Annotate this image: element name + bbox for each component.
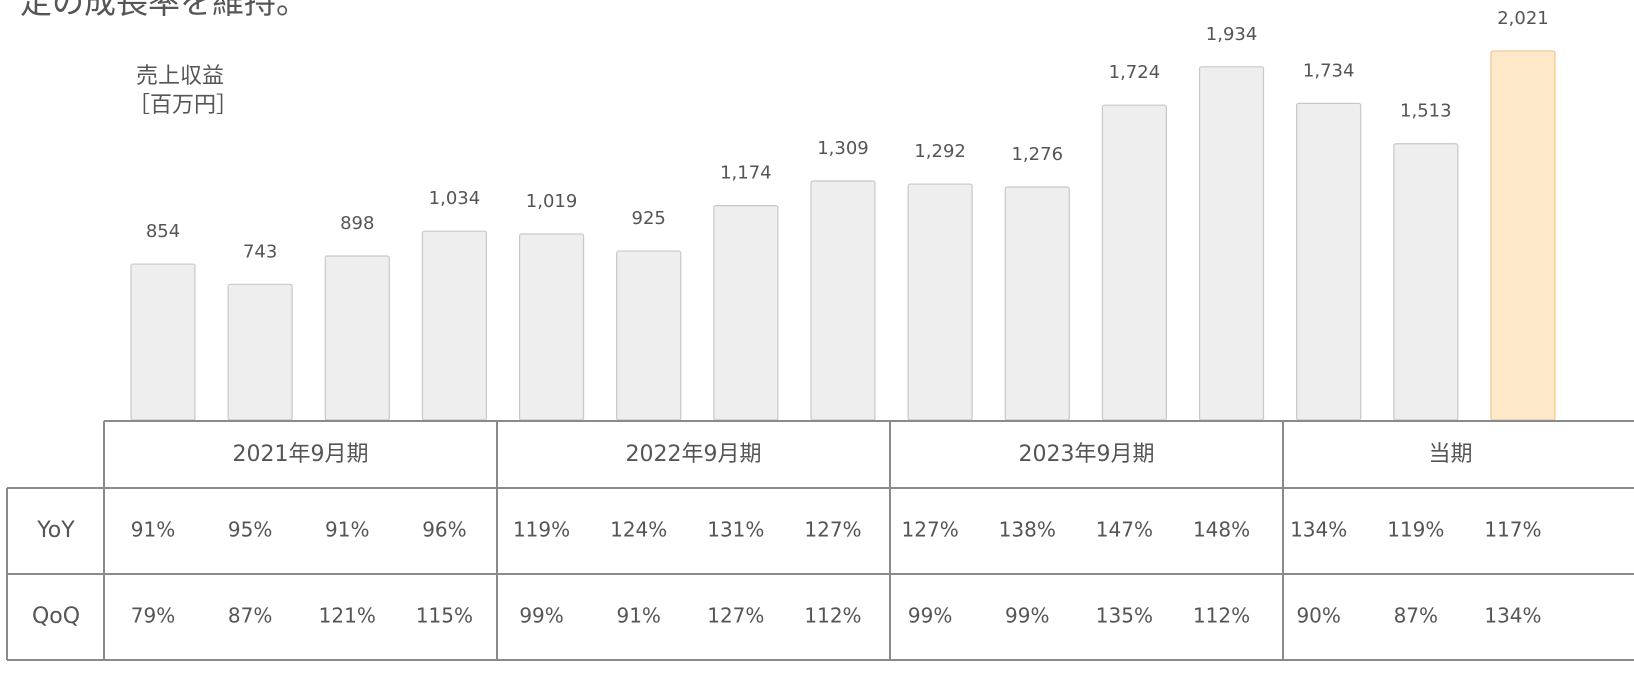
- value-label: 743: [243, 241, 277, 262]
- bar: [421, 230, 488, 421]
- table-cell: 99%: [908, 604, 952, 628]
- bar: [907, 183, 973, 421]
- table-cell: 121%: [319, 604, 376, 628]
- table-cell: 127%: [707, 604, 764, 628]
- value-label: 1,034: [429, 188, 481, 209]
- table-cell: 134%: [1290, 518, 1347, 542]
- table-cell: 131%: [707, 518, 764, 542]
- group-header: 2022年9月期: [626, 442, 762, 467]
- table-cell: 135%: [1096, 604, 1153, 628]
- table-cell: 112%: [1193, 604, 1250, 628]
- value-label: 1,513: [1400, 101, 1452, 122]
- bar: [713, 205, 779, 421]
- y-axis-unit: ［百万円］: [128, 93, 238, 118]
- value-label: 1,309: [817, 138, 869, 159]
- bar: [1490, 50, 1556, 421]
- value-label: 925: [632, 208, 666, 229]
- bar: [1393, 143, 1459, 421]
- value-label: 1,174: [720, 163, 772, 184]
- value-label: 1,934: [1206, 24, 1258, 45]
- value-label: 1,276: [1011, 144, 1063, 165]
- value-label: 1,292: [914, 141, 966, 162]
- value-label: 854: [146, 221, 180, 242]
- table-cell: 79%: [131, 604, 175, 628]
- bar: [1296, 102, 1362, 421]
- bar: [227, 283, 293, 421]
- row-label: QoQ: [32, 604, 80, 629]
- table-cell: 147%: [1096, 518, 1153, 542]
- table-cell: 91%: [616, 604, 660, 628]
- table-cell: 96%: [422, 518, 466, 542]
- table-cell: 138%: [999, 518, 1056, 542]
- bar: [1198, 66, 1265, 421]
- table-cell: 115%: [416, 604, 473, 628]
- y-axis-label: 売上収益: [136, 64, 224, 89]
- value-label: 2,021: [1497, 8, 1549, 29]
- table-cell: 127%: [804, 518, 861, 542]
- table-cell: 87%: [1394, 604, 1438, 628]
- table-cell: 148%: [1193, 518, 1250, 542]
- table-cell: 124%: [610, 518, 667, 542]
- bar: [1101, 104, 1168, 421]
- table-cell: 99%: [1005, 604, 1049, 628]
- group-header: 2021年9月期: [233, 442, 369, 467]
- table-cell: 127%: [902, 518, 959, 542]
- table-cell: 112%: [804, 604, 861, 628]
- bar: [130, 263, 196, 421]
- value-label: 1,724: [1109, 62, 1161, 83]
- table-cell: 119%: [513, 518, 570, 542]
- table-cell: 91%: [131, 518, 175, 542]
- bar: [324, 255, 390, 421]
- table-cell: 119%: [1387, 518, 1444, 542]
- table-cell: 87%: [228, 604, 272, 628]
- table-cell: 90%: [1296, 604, 1340, 628]
- value-label: 1,019: [526, 191, 578, 212]
- table-cell: 134%: [1484, 604, 1541, 628]
- table-cell: 117%: [1484, 518, 1541, 542]
- group-header: 当期: [1428, 442, 1472, 467]
- group-header: 2023年9月期: [1019, 442, 1155, 467]
- row-label: YoY: [36, 518, 75, 543]
- heading: 定の成長率を維持。: [20, 0, 308, 21]
- value-label: 1,734: [1303, 60, 1355, 81]
- bar: [1004, 186, 1070, 421]
- bar: [616, 250, 682, 421]
- table-cell: 95%: [228, 518, 272, 542]
- table-cell: 91%: [325, 518, 369, 542]
- value-label: 898: [340, 213, 374, 234]
- table-cell: 99%: [519, 604, 563, 628]
- bar: [518, 233, 585, 421]
- table-lines: [6, 420, 1634, 661]
- bar: [810, 180, 876, 421]
